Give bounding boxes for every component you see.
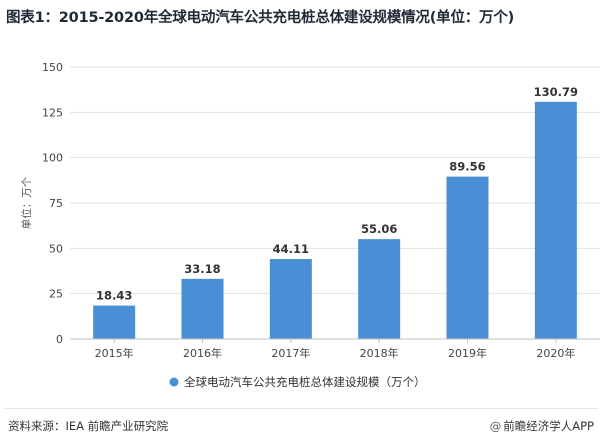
y-axis-ticks: 0 25 50 75 100 125 150 — [42, 61, 63, 346]
gridlines — [70, 66, 600, 295]
y-tick-label: 75 — [49, 197, 63, 210]
y-tick-label: 100 — [42, 152, 63, 165]
bar-value-label: 33.18 — [184, 262, 220, 276]
x-tick-label: 2015年 — [95, 346, 134, 360]
bar-value-label: 55.06 — [361, 222, 397, 236]
bar — [446, 176, 489, 339]
x-tick-label: 2020年 — [536, 346, 575, 360]
source-note: 资料来源：IEA 前瞻产业研究院 — [8, 419, 169, 433]
y-tick-label: 50 — [49, 242, 63, 255]
bar — [269, 259, 312, 339]
legend: 全球电动汽车公共充电桩总体建设规模（万个） — [169, 375, 426, 389]
footer-divider — [4, 408, 598, 409]
bar — [534, 101, 577, 339]
bars — [93, 101, 577, 339]
bar-value-label: 89.56 — [449, 160, 485, 174]
x-tick-label: 2016年 — [183, 346, 222, 360]
at-icon: @ — [489, 419, 502, 433]
bar — [358, 239, 401, 339]
y-tick-label: 150 — [42, 61, 63, 74]
x-tick-label: 2018年 — [360, 346, 399, 360]
bar-value-label: 130.79 — [534, 85, 578, 99]
chart-title: 图表1：2015-2020年全球电动汽车公共充电桩总体建设规模情况(单位：万个) — [6, 10, 515, 26]
brand-credit: @ 前瞻经济学人APP — [490, 418, 594, 434]
value-labels: 18.43 33.18 44.11 55.06 89.56 130.79 — [96, 85, 578, 303]
bar-value-label: 44.11 — [273, 242, 309, 256]
y-tick-label: 0 — [56, 333, 63, 346]
legend-marker — [169, 377, 179, 387]
y-axis-label: 单位：万个 — [20, 176, 33, 229]
bar — [93, 305, 136, 339]
bar-chart: 0 25 50 75 100 125 150 18.43 33.18 44.11 55.06 89.… — [20, 61, 600, 389]
bar — [181, 278, 224, 339]
brand-label: 前瞻经济学人APP — [503, 419, 594, 433]
bar-value-label: 18.43 — [96, 289, 132, 303]
x-axis-ticks: 2015年 2016年 2017年 2018年 2019年 2020年 — [95, 339, 575, 360]
x-tick-label: 2017年 — [271, 346, 310, 360]
y-tick-label: 125 — [42, 106, 63, 119]
y-tick-label: 25 — [49, 288, 63, 301]
x-tick-label: 2019年 — [448, 346, 487, 360]
legend-label: 全球电动汽车公共充电桩总体建设规模（万个） — [184, 375, 426, 389]
